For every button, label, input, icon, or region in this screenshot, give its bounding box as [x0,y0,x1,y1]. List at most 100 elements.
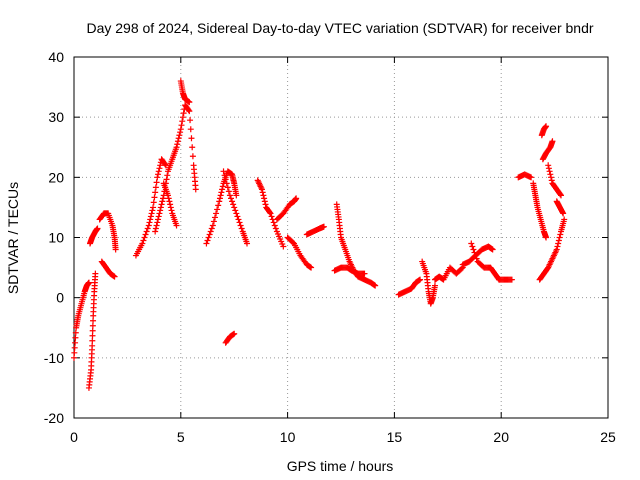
data-point [225,188,232,195]
data-point [203,240,210,247]
data-point [112,246,119,253]
data-point [154,219,161,226]
data-point [261,198,268,205]
series-arc-29 [539,138,556,163]
data-point [546,168,553,175]
data-point [187,117,194,124]
data-point [543,234,550,241]
y-tick-label: 40 [48,49,64,65]
x-tick-label: 25 [600,429,616,445]
x-tick-label: 20 [493,429,509,445]
data-point [174,138,181,145]
series-arc-18 [331,264,368,277]
series-arc-14 [273,195,300,223]
data-point [168,207,175,214]
data-point [142,231,149,238]
series-arc-6 [132,156,169,259]
data-point [272,225,279,232]
data-point [262,201,269,208]
data-point [146,219,153,226]
data-point [222,176,229,183]
data-point [268,213,275,220]
data-point [211,214,218,221]
data-point [72,329,79,336]
data-point [177,129,184,136]
data-point [173,222,180,229]
y-tick-label: 0 [56,290,64,306]
data-point [547,171,554,178]
series-arc-5 [98,258,118,280]
data-point [189,144,196,151]
data-point [157,207,164,214]
data-point [154,174,161,181]
data-point [224,184,231,191]
data-point [471,249,478,256]
data-point [232,207,239,214]
data-point [166,198,173,205]
data-point [557,191,564,198]
data-point [150,204,157,211]
data-point [220,168,227,175]
series-arc-16 [303,223,327,238]
series-arc-3 [87,225,101,247]
series-arc-20 [419,258,438,307]
data-point [174,141,181,148]
data-point [431,282,438,289]
data-point [215,202,222,209]
data-point [417,276,424,283]
data-point [555,237,562,244]
y-tick-label: -10 [44,350,64,366]
data-point [267,210,274,217]
data-point [179,114,186,121]
data-point [548,177,555,184]
series-arc-8 [160,180,180,229]
data-point [89,337,96,344]
data-point [233,210,240,217]
series-arc-28 [538,123,550,139]
data-point [71,354,77,361]
data-point [289,239,296,246]
series-arc-4 [96,210,119,253]
data-point [219,186,226,193]
data-point [470,246,477,253]
data-point [72,334,79,341]
data-point [157,162,164,169]
data-point [189,153,196,160]
x-tick-label: 0 [70,429,78,445]
data-point [177,126,184,133]
series-arc-25 [515,171,535,181]
data-point [555,240,562,247]
data-point [556,234,563,241]
data-point [217,192,224,199]
data-point [89,327,96,334]
data-point [227,195,234,202]
data-point [508,276,515,283]
data-point [553,246,560,253]
data-point [293,195,300,202]
data-point [213,210,220,217]
data-point [89,332,96,339]
data-point [176,132,183,139]
data-point [219,183,226,190]
data-point [158,201,165,208]
data-point [147,213,154,220]
data-point [167,204,174,211]
data-point [192,186,199,193]
data-point [180,110,187,117]
data-point [266,209,273,216]
chart-title: Day 298 of 2024, Sidereal Day-to-day VTE… [86,20,593,36]
data-point [178,122,185,129]
data-point [238,225,245,232]
data-point [71,349,78,356]
data-point [216,198,223,205]
data-point [140,237,147,244]
y-tick-label: 30 [48,109,64,125]
y-tick-label: 20 [48,169,64,185]
series-arc-24 [496,276,515,283]
data-point [144,225,151,232]
series-arc-7 [152,102,199,235]
data-point [528,174,535,181]
data-point [226,192,233,199]
series-arc-27 [536,216,568,283]
data-point [216,195,223,202]
